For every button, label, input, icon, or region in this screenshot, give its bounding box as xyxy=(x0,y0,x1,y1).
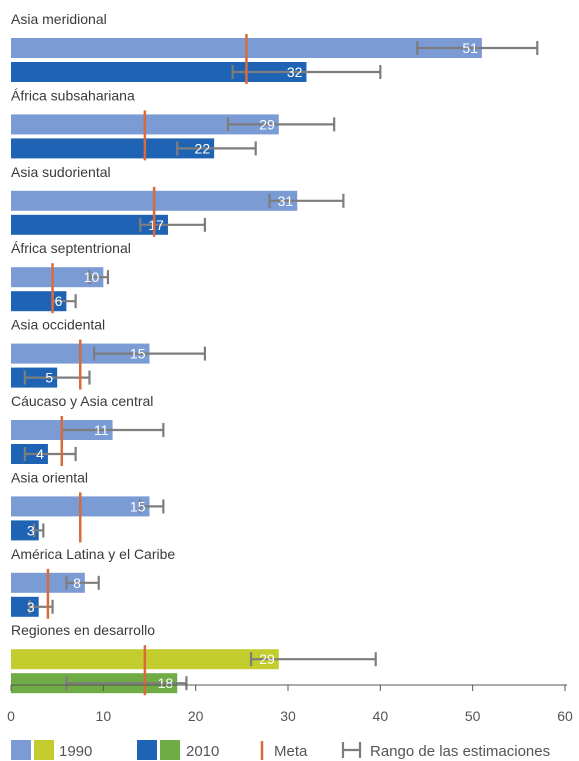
range-2010 xyxy=(23,447,77,461)
region-label: Cáucaso y Asia central xyxy=(11,393,153,409)
value-label-1990: 29 xyxy=(259,116,275,132)
value-label-2010: 6 xyxy=(55,293,63,309)
range-1990 xyxy=(139,499,165,514)
bar-2010 xyxy=(11,138,215,159)
value-label-2010: 5 xyxy=(45,370,53,386)
region-label: Regiones en desarrollo xyxy=(11,622,155,638)
value-label-2010: 32 xyxy=(287,64,303,80)
x-tick-label: 10 xyxy=(96,708,112,724)
x-tick-label: 0 xyxy=(7,708,15,724)
region-label: África septentrional xyxy=(11,240,131,256)
bar-2010 xyxy=(11,214,168,235)
value-label-1990: 51 xyxy=(462,40,478,56)
range-1990 xyxy=(226,117,336,132)
value-label-1990: 29 xyxy=(259,651,275,667)
range-1990 xyxy=(65,575,100,590)
value-label-2010: 22 xyxy=(195,140,211,156)
range-2010 xyxy=(231,65,382,79)
value-label-1990: 11 xyxy=(94,422,109,438)
x-tick-label: 20 xyxy=(188,708,204,724)
range-2010 xyxy=(176,141,257,156)
legend-swatch-2010-developing xyxy=(160,740,180,760)
region-label: Asia occidental xyxy=(11,317,105,333)
range-2010 xyxy=(139,217,206,232)
x-tick-label: 50 xyxy=(465,708,481,724)
region-label: América Latina y el Caribe xyxy=(11,546,175,562)
value-label-2010: 3 xyxy=(27,599,35,615)
range-2010 xyxy=(23,370,91,385)
range-1990 xyxy=(268,193,345,208)
legend-label-range: Rango de las estimaciones xyxy=(370,743,550,760)
x-tick-label: 40 xyxy=(373,708,389,724)
bar-2010 xyxy=(11,596,39,617)
value-label-2010: 4 xyxy=(36,446,44,462)
bar-1990 xyxy=(11,267,104,288)
value-label-1990: 10 xyxy=(84,269,100,285)
value-label-1990: 15 xyxy=(130,346,146,362)
range-1990 xyxy=(88,270,110,285)
x-tick-label: 30 xyxy=(280,708,296,724)
legend-swatch-1990-regions xyxy=(11,740,31,760)
value-label-2010: 18 xyxy=(158,675,174,691)
range-2010 xyxy=(32,523,45,538)
value-label-2010: 3 xyxy=(27,522,35,538)
value-label-2010: 17 xyxy=(148,217,164,233)
bar-2010 xyxy=(11,520,39,541)
legend-label-2010: 2010 xyxy=(186,743,219,760)
range-1990 xyxy=(249,652,377,667)
value-label-1990: 31 xyxy=(278,193,294,209)
region-label: Asia meridional xyxy=(11,11,107,27)
region-label: Asia oriental xyxy=(11,469,88,485)
legend-swatch-2010-regions xyxy=(137,740,157,760)
range-2010 xyxy=(65,676,188,691)
x-tick-label: 60 xyxy=(557,708,573,724)
legend-label-1990: 1990 xyxy=(59,743,92,760)
legend-label-meta: Meta xyxy=(274,743,308,760)
range-1990 xyxy=(416,41,539,55)
value-label-1990: 8 xyxy=(73,575,81,591)
region-label: Asia sudoriental xyxy=(11,164,111,180)
range-1990 xyxy=(92,346,206,361)
legend-swatch-1990-developing xyxy=(34,740,54,760)
value-label-1990: 15 xyxy=(130,498,146,514)
region-label: África subsahariana xyxy=(11,87,135,103)
